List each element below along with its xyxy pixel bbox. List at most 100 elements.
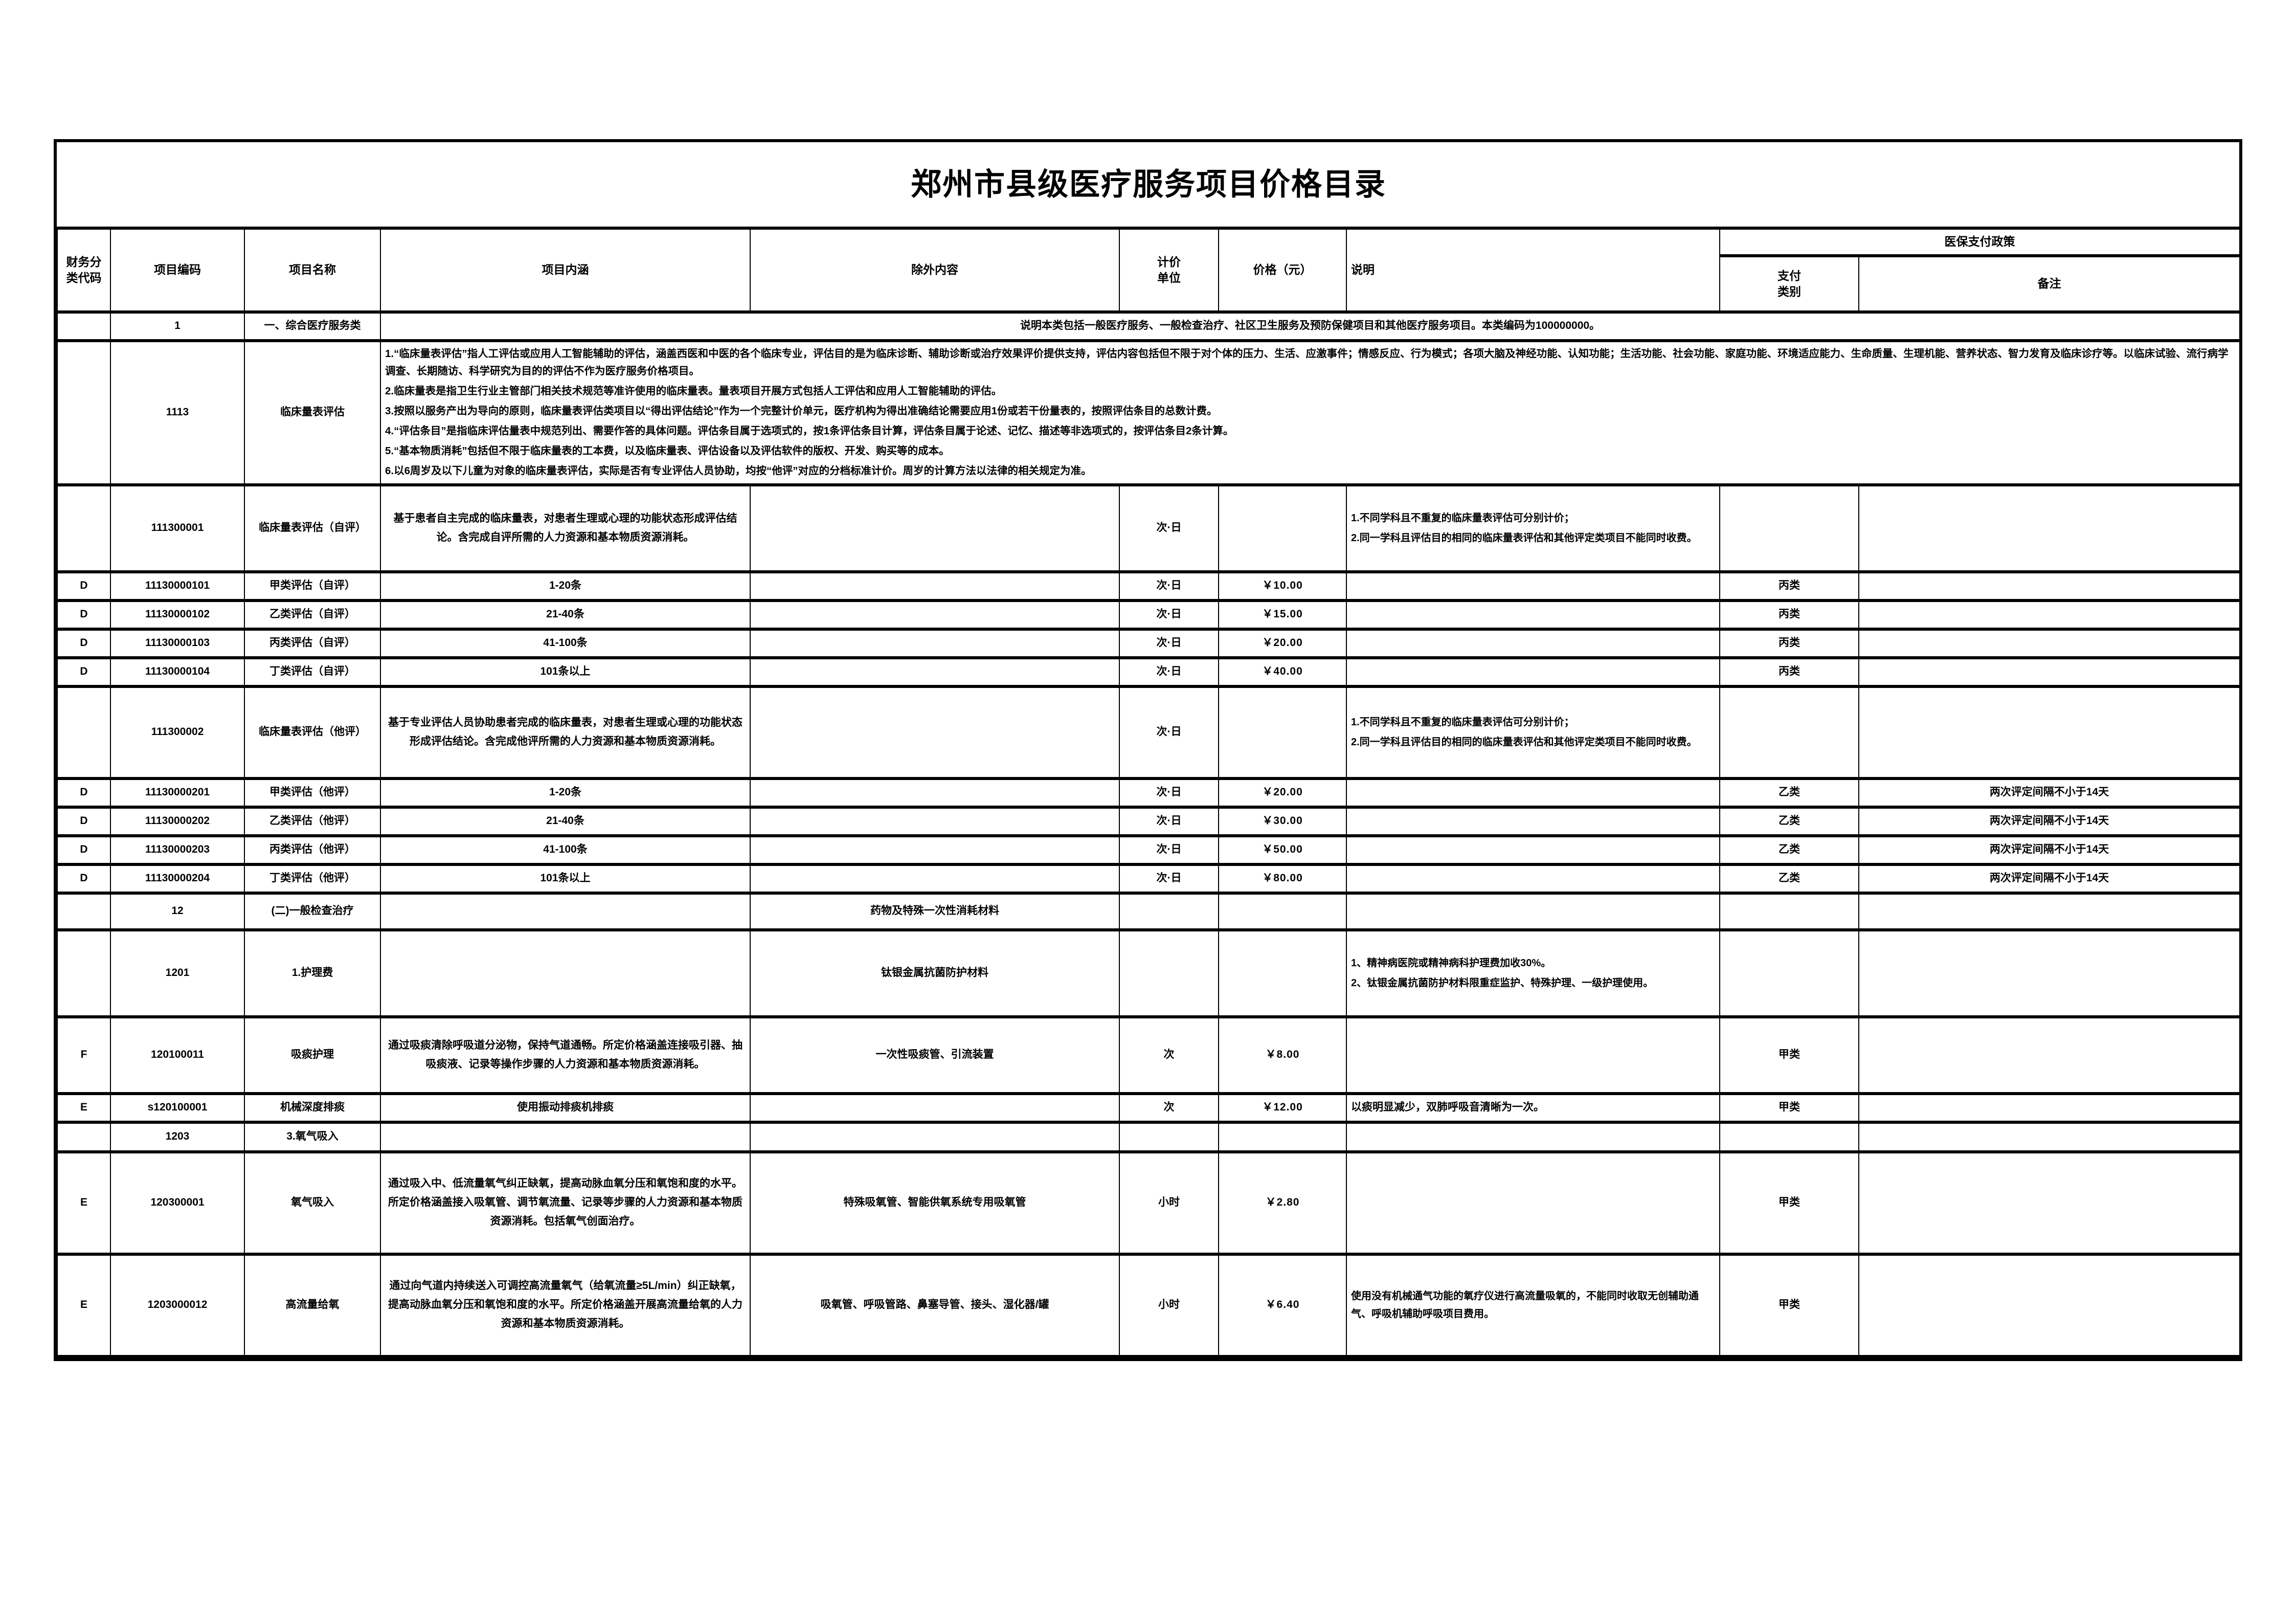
cell-exclusions	[750, 598, 1120, 630]
header-finance-code-line1: 财务分	[66, 255, 102, 269]
cell-item-name: 一、综合医疗服务类	[244, 311, 381, 341]
cell-description	[1346, 1015, 1720, 1094]
cell-item-name: 甲类评估（他评）	[244, 776, 381, 808]
cell-remark	[1858, 1252, 2240, 1358]
header-sub-row: 支付 类别 备注	[57, 254, 2240, 314]
cell-pay-type: 丙类	[1719, 627, 1859, 658]
cell-longnote: 1.“临床量表评估”指人工评估或应用人工智能辅助的评估，涵盖西医和中医的各个临床…	[380, 339, 2240, 485]
cell-finance-code: D	[57, 598, 111, 630]
cell-item-code: 11130000202	[110, 805, 245, 836]
cell-description	[1346, 776, 1720, 808]
cell-unit: 次·日	[1119, 570, 1219, 601]
cell-exclusions	[750, 684, 1120, 779]
cell-item-name: 乙类评估（他评）	[244, 805, 381, 836]
table-row: 12 (二)一般检查治疗 药物及特殊一次性消耗材料	[57, 891, 2240, 930]
note-paragraph: 3.按照以服务产出为导向的原则，临床量表评估类项目以“得出评估结论”作为一个完整…	[385, 405, 1218, 417]
cell-exclusions	[750, 656, 1120, 687]
cell-exclusions: 药物及特殊一次性消耗材料	[750, 891, 1120, 930]
cell-item-content	[380, 891, 751, 930]
note-paragraph: 6.以6周岁及以下儿童为对象的临床量表评估，实际是否有专业评估人员协助，均按“他…	[385, 464, 1092, 477]
cell-finance-code	[57, 483, 111, 572]
header-unit-line2: 单位	[1157, 271, 1181, 284]
cell-finance-code: D	[57, 805, 111, 836]
description-line: 1、精神病医院或精神病科护理费加收30%。	[1351, 958, 1551, 969]
cell-item-content: 21-40条	[380, 598, 751, 630]
cell-finance-code	[57, 311, 111, 341]
header-remark: 备注	[1858, 254, 2240, 314]
table-row: E 1203000012 高流量给氧 通过向气道内持续送入可调控高流量氧气（给氧…	[57, 1252, 2240, 1358]
table-row: E s120100001 机械深度排痰 使用振动排痰机排痰 次 ￥12.00 以…	[57, 1092, 2240, 1123]
cell-description: 1、精神病医院或精神病科护理费加收30%。 2、钛银金属抗菌防护材料限重症监护、…	[1346, 928, 1720, 1017]
cell-unit: 小时	[1119, 1150, 1219, 1255]
cell-item-name: 乙类评估（自评）	[244, 598, 381, 630]
cell-exclusions: 特殊吸氧管、智能供氧系统专用吸氧管	[750, 1150, 1120, 1255]
description-line: 1.不同学科且不重复的临床量表评估可分别计价；	[1351, 513, 1574, 524]
table-row: D 11130000101 甲类评估（自评） 1-20条 次·日 ￥10.00 …	[57, 570, 2240, 601]
cell-item-content: 基于专业评估人员协助患者完成的临床量表，对患者生理或心理的功能状态形成评估结论。…	[380, 684, 751, 779]
cell-item-name: 高流量给氧	[244, 1252, 381, 1358]
cell-remark: 两次评定间隔不小于14天	[1858, 805, 2240, 836]
note-paragraph: 5.“基本物质消耗”包括但不限于临床量表的工本费，以及临床量表、评估设备以及评估…	[385, 444, 950, 457]
cell-finance-code	[57, 891, 111, 930]
cell-pay-type: 乙类	[1719, 805, 1859, 836]
cell-finance-code	[57, 684, 111, 779]
cell-pay-type: 乙类	[1719, 776, 1859, 808]
description-line: 2.同一学科且评估目的相同的临床量表评估和其他评定类项目不能同时收费。	[1351, 532, 1697, 544]
cell-item-code: 11130000201	[110, 776, 245, 808]
table-body: 1 一、综合医疗服务类 说明本类包括一般医疗服务、一般检查治疗、社区卫生服务及预…	[57, 311, 2240, 1358]
cell-item-code: 11130000204	[110, 862, 245, 894]
cell-item-content: 通过向气道内持续送入可调控高流量氧气（给氧流量≥5L/min）纠正缺氧，提高动脉…	[380, 1252, 751, 1358]
header-exclusions: 除外内容	[750, 227, 1120, 314]
cell-unit: 次	[1119, 1015, 1219, 1094]
header-item-content: 项目内涵	[380, 227, 751, 314]
cell-price: ￥12.00	[1218, 1092, 1347, 1123]
cell-item-code: s120100001	[110, 1092, 245, 1123]
cell-item-code: 1203	[110, 1120, 245, 1152]
cell-finance-code: E	[57, 1092, 111, 1123]
table-row: D 11130000202 乙类评估（他评） 21-40条 次·日 ￥30.00…	[57, 805, 2240, 836]
cell-exclusions	[750, 627, 1120, 658]
cell-item-code: 11130000102	[110, 598, 245, 630]
table-row: 111300001 临床量表评估（自评） 基于患者自主完成的临床量表，对患者生理…	[57, 483, 2240, 572]
cell-pay-type: 乙类	[1719, 862, 1859, 894]
cell-description	[1346, 570, 1720, 601]
cell-price: ￥6.40	[1218, 1252, 1347, 1358]
cell-pay-type: 甲类	[1719, 1252, 1859, 1358]
cell-item-name: 甲类评估（自评）	[244, 570, 381, 601]
cell-exclusions	[750, 1120, 1120, 1152]
cell-exclusions	[750, 776, 1120, 808]
cell-finance-code: D	[57, 656, 111, 687]
table-row: D 11130000104 丁类评估（自评） 101条以上 次·日 ￥40.00…	[57, 656, 2240, 687]
cell-unit: 次·日	[1119, 776, 1219, 808]
cell-finance-code	[57, 1120, 111, 1152]
cell-remark: 两次评定间隔不小于14天	[1858, 862, 2240, 894]
cell-description: 1.不同学科且不重复的临床量表评估可分别计价； 2.同一学科且评估目的相同的临床…	[1346, 684, 1720, 779]
cell-pay-type: 丙类	[1719, 570, 1859, 601]
cell-item-code: 11130000101	[110, 570, 245, 601]
cell-price	[1218, 483, 1347, 572]
cell-item-code: 1203000012	[110, 1252, 245, 1358]
table-row: D 11130000203 丙类评估（他评） 41-100条 次·日 ￥50.0…	[57, 834, 2240, 865]
title-row: 郑州市县级医疗服务项目价格目录	[57, 142, 2240, 230]
cell-unit: 次	[1119, 1092, 1219, 1123]
cell-remark	[1858, 684, 2240, 779]
cell-remark	[1858, 1120, 2240, 1152]
cell-item-name: 临床量表评估（自评）	[244, 483, 381, 572]
cell-item-content: 41-100条	[380, 834, 751, 865]
cell-item-name: 丁类评估（自评）	[244, 656, 381, 687]
cell-pay-type: 丙类	[1719, 656, 1859, 687]
cell-item-code: 120100011	[110, 1015, 245, 1094]
cell-description	[1346, 862, 1720, 894]
cell-item-code: 1	[110, 311, 245, 341]
cell-item-code: 11130000104	[110, 656, 245, 687]
cell-finance-code: F	[57, 1015, 111, 1094]
cell-item-content: 基于患者自主完成的临床量表，对患者生理或心理的功能状态形成评估结论。含完成自评所…	[380, 483, 751, 572]
cell-pay-type: 甲类	[1719, 1092, 1859, 1123]
cell-exclusions	[750, 805, 1120, 836]
cell-price: ￥40.00	[1218, 656, 1347, 687]
cell-price	[1218, 928, 1347, 1017]
cell-finance-code	[57, 339, 111, 485]
table-row: D 11130000102 乙类评估（自评） 21-40条 次·日 ￥15.00…	[57, 598, 2240, 630]
description-line: 1.不同学科且不重复的临床量表评估可分别计价；	[1351, 717, 1574, 728]
